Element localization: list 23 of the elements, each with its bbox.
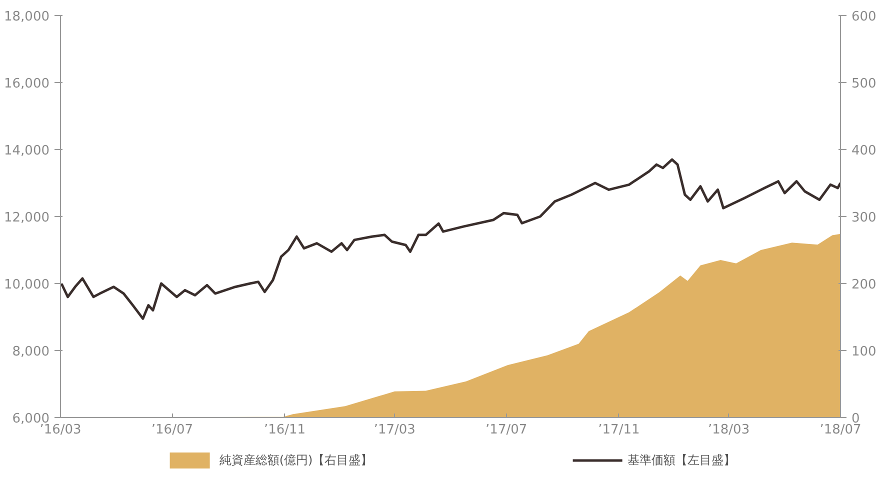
y2-tick-label: 100 — [852, 344, 876, 360]
y2-tick-label: 200 — [852, 278, 876, 292]
x-tick-label: ’18/03 — [708, 422, 750, 438]
y-tick-label: 18,000 — [4, 10, 50, 24]
legend-label: 基準価額【左目盛】 — [628, 452, 736, 468]
x-tick-label: ’16/07 — [151, 422, 193, 438]
x-tick-label: ’17/11 — [598, 422, 640, 438]
x-tick-label: ’16/11 — [264, 422, 306, 438]
line-series — [60, 158, 840, 320]
y2-tick-label: 300 — [852, 210, 876, 226]
x-tick-label: ’17/03 — [374, 422, 416, 438]
x-tick-label: ’17/07 — [486, 422, 528, 438]
y-tick-label: 8,000 — [12, 344, 50, 360]
y2-tick-label: 600 — [852, 10, 876, 24]
y2-tick-label: 400 — [852, 144, 876, 158]
x-tick-label: ’16/03 — [40, 422, 82, 438]
y2-tick-label: 500 — [852, 76, 876, 92]
y-tick-label: 10,000 — [4, 278, 50, 292]
y-tick-label: 16,000 — [4, 76, 50, 92]
y-tick-label: 14,000 — [4, 144, 50, 158]
y-tick-label: 12,000 — [4, 210, 50, 226]
x-tick-label: ’18/07 — [820, 422, 862, 438]
legend-label: 純資産総額(億円)【右目盛】 — [219, 452, 373, 468]
